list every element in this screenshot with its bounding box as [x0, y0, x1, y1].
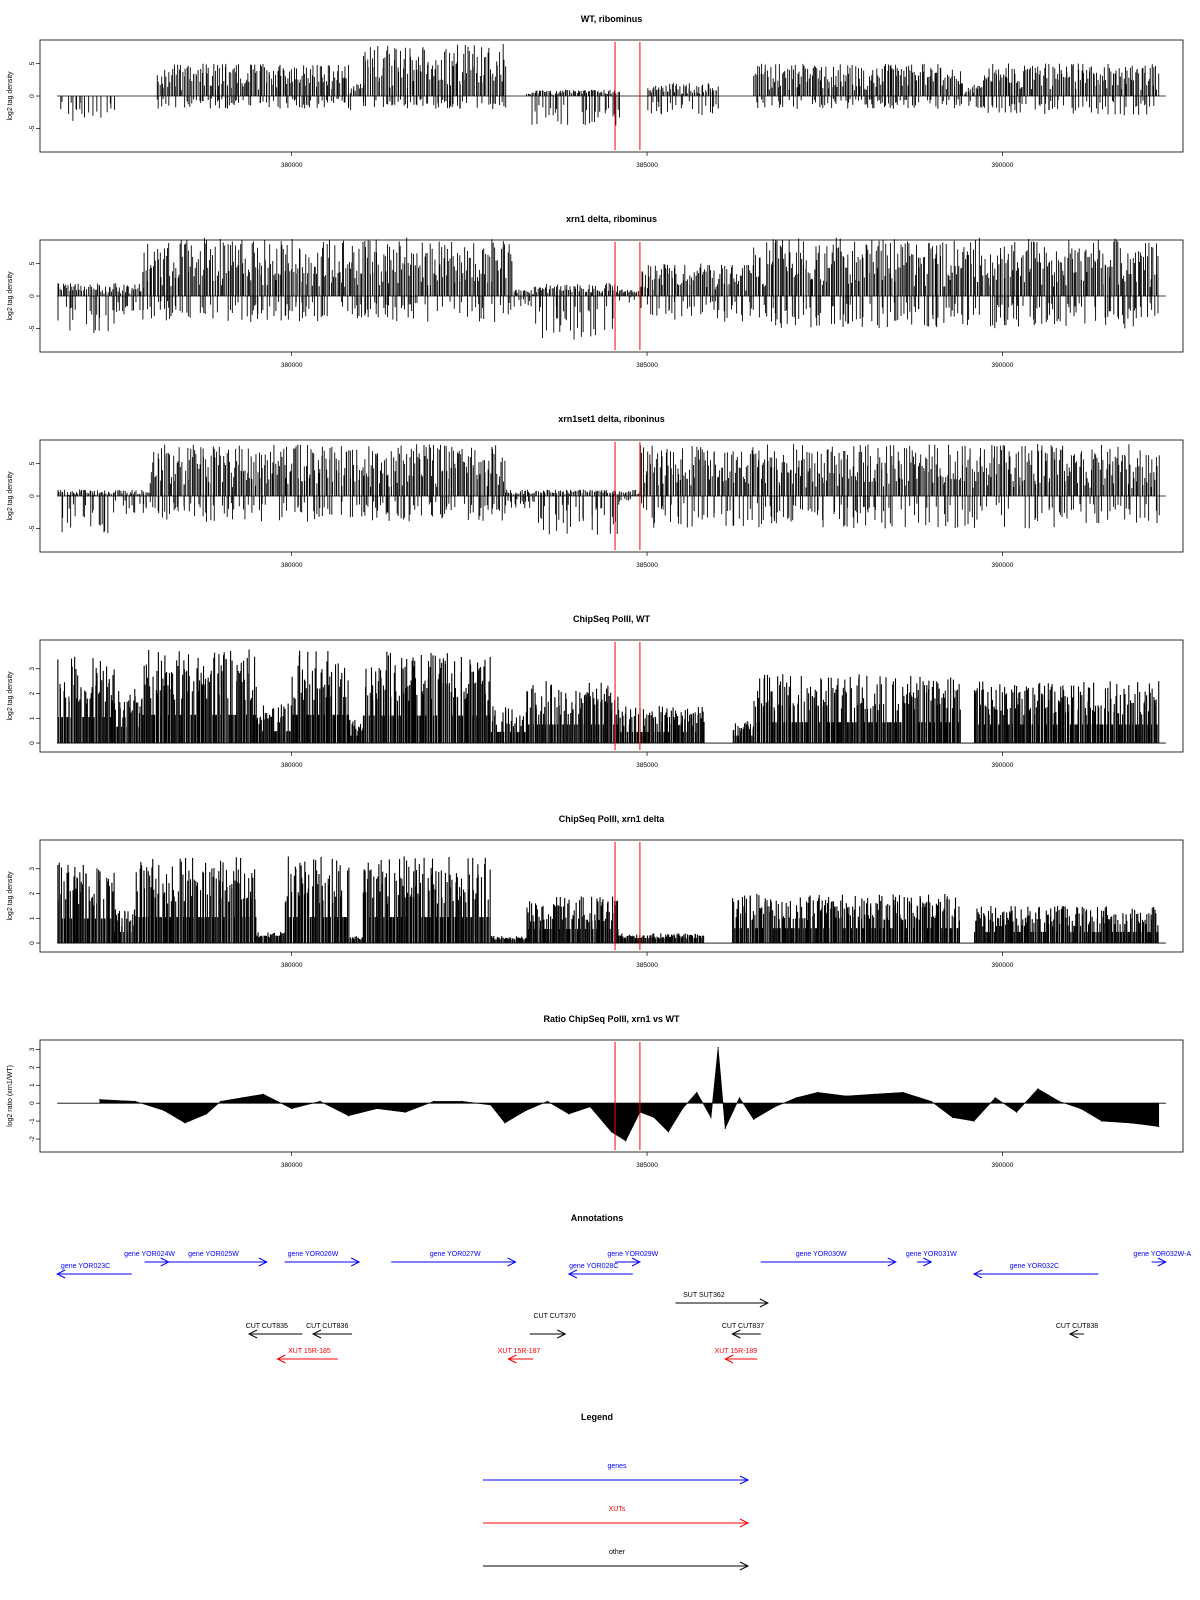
- data-series: [57, 444, 1166, 535]
- y-tick-label: 1: [29, 716, 36, 720]
- data-series: [57, 44, 1166, 126]
- track-panel: xrn1 delta, ribominus -5 0 5 log2 tag densit…: [7, 214, 1184, 369]
- panel-title: WT, ribominus: [581, 14, 643, 24]
- y-tick-label: 5: [29, 61, 36, 65]
- data-series: [57, 856, 1166, 944]
- x-tick-label: 385000: [636, 162, 658, 169]
- x-tick-label: 390000: [992, 362, 1014, 369]
- data-series: [57, 237, 1166, 340]
- panel-title: xrn1 delta, ribominus: [566, 214, 657, 224]
- x-tick-label: 380000: [281, 562, 303, 569]
- x-tick-label: 380000: [281, 762, 303, 769]
- x-tick-label: 385000: [636, 562, 658, 569]
- y-tick-label: -5: [29, 325, 36, 331]
- y-tick-label: 5: [29, 461, 36, 465]
- panel-title: ChipSeq PolII, WT: [573, 614, 650, 624]
- plot-frame: [39, 639, 1184, 753]
- y-tick-label: 0: [29, 294, 36, 298]
- y-axis-label: log2 tag density: [7, 471, 14, 521]
- y-tick-label: -5: [29, 125, 36, 131]
- y-tick-label: 2: [29, 691, 36, 695]
- x-tick-label: 390000: [992, 762, 1014, 769]
- y-tick-label: 0: [29, 94, 36, 98]
- plot-frame: [39, 839, 1184, 953]
- x-tick-label: 385000: [636, 762, 658, 769]
- x-tick-label: 385000: [636, 362, 658, 369]
- x-tick-label: 390000: [992, 162, 1014, 169]
- y-tick-label: -5: [29, 525, 36, 531]
- y-tick-label: 0: [29, 741, 36, 745]
- y-tick-label: 5: [29, 261, 36, 265]
- y-axis-label: log2 tag density: [7, 271, 14, 321]
- x-tick-label: 390000: [992, 562, 1014, 569]
- track-panel: ChipSeq PolII, WT 0 1 2 3 log2 tag density 380…: [7, 614, 1184, 769]
- data-series: [57, 649, 1166, 744]
- y-axis-label: log2 tag density: [7, 71, 14, 121]
- y-tick-label: 3: [29, 667, 36, 671]
- x-tick-label: 380000: [281, 362, 303, 369]
- y-axis-label: log2 tag density: [7, 671, 14, 721]
- track-panels: WT, ribominus -5 0 5 log2 tag density 380000 3…: [7, 14, 1184, 1169]
- y-tick-label: 0: [29, 494, 36, 498]
- track-panel: WT, ribominus -5 0 5 log2 tag density 380000 3…: [7, 14, 1184, 169]
- x-tick-label: 380000: [281, 162, 303, 169]
- track-panel: xrn1set1 delta, riboninus -5 0 5 log2 tag de…: [7, 414, 1184, 569]
- panel-title: xrn1set1 delta, riboninus: [558, 414, 665, 424]
- panel-title: ChipSeq PolII, xrn1 delta: [559, 814, 666, 824]
